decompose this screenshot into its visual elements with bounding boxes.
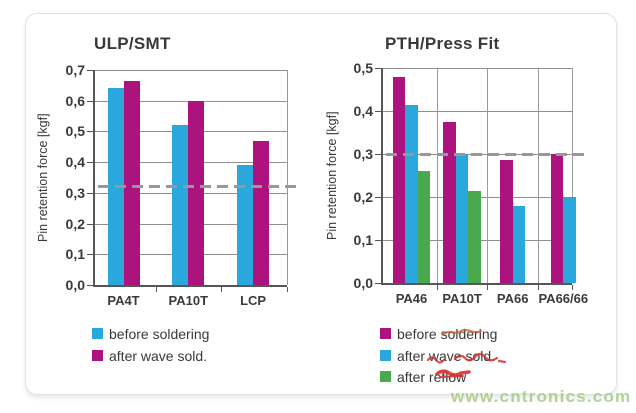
gridline-vertical: [436, 68, 438, 283]
x-axis-tick: [572, 285, 573, 290]
y-axis-tick: [375, 111, 381, 112]
reference-dashed-line: [98, 185, 300, 189]
x-axis-line: [381, 283, 572, 285]
y-axis-tick: [87, 100, 93, 102]
legend-swatch-green: [380, 371, 391, 382]
bar-PA46-after-reflow: [417, 171, 431, 283]
x-axis-tick: [220, 287, 222, 292]
y-tick-label: 0,0: [353, 275, 373, 291]
chart-title: PTH/Press Fit: [385, 34, 500, 53]
legend-swatch-magenta: [380, 328, 391, 339]
x-category-label: PA4T: [107, 293, 140, 308]
legend-swatch-blue: [380, 349, 391, 361]
x-axis-tick: [287, 287, 288, 292]
x-axis-line: [93, 285, 287, 287]
y-axis-tick: [375, 240, 381, 241]
bar-PA46-after-wave-sold-: [405, 104, 418, 283]
bar-PA10T-after-wave-sold-: [188, 100, 205, 285]
y-axis-tick: [375, 197, 381, 198]
y-axis-tick: [375, 68, 381, 69]
gridline-vertical: [487, 68, 489, 283]
y-tick-label: 0,7: [65, 62, 85, 78]
legend-label: before soldering: [397, 326, 498, 342]
x-axis-tick: [487, 285, 489, 290]
gridline-vertical: [538, 68, 539, 283]
reference-dashed-line: [386, 152, 585, 156]
watermark: www.cntronics.com: [451, 387, 632, 406]
y-tick-label: 0,6: [65, 92, 85, 109]
plot-right-border: [572, 68, 573, 283]
y-tick-label: 0,2: [353, 189, 373, 205]
bar-LCP-before-soldering: [237, 165, 254, 285]
y-tick-label: 0,4: [353, 103, 373, 119]
x-category-label: PA10T: [442, 291, 482, 306]
x-axis-tick: [538, 285, 539, 290]
bar-PA10T-before-soldering: [443, 121, 456, 283]
x-category-label: PA10T: [168, 293, 209, 308]
y-tick-label: 0,2: [65, 215, 85, 232]
y-axis-line: [93, 70, 95, 287]
x-axis-tick: [436, 285, 438, 290]
y-tick-label: 0,5: [65, 123, 85, 140]
y-axis-tick: [87, 223, 93, 225]
legend-label: after wave sold.: [109, 347, 208, 364]
red-scribble-soldering-icon: [441, 328, 483, 337]
y-axis-tick: [87, 254, 93, 256]
bar-PA66-after-wave-sold-: [512, 205, 526, 283]
bar-PA10T-after-reflow: [468, 190, 481, 283]
bar-LCP-after-wave-sold-: [253, 140, 270, 285]
bar-PA66/66-before-soldering: [550, 154, 564, 283]
gridline-horizontal: [383, 68, 572, 69]
gridline-horizontal: [95, 70, 287, 71]
y-axis-tick: [87, 162, 93, 164]
y-axis-line: [381, 68, 383, 285]
y-tick-label: 0,3: [65, 184, 85, 201]
y-tick-label: 0,3: [353, 146, 373, 162]
x-category-label: PA46: [395, 291, 428, 306]
legend-label: before soldering: [109, 326, 210, 342]
bar-PA4T-after-wave-sold-: [123, 80, 140, 285]
bar-PA66/66-after-wave-sold-: [563, 197, 576, 283]
red-scribble-wave-sold-icon: [426, 352, 507, 364]
x-axis-tick: [155, 287, 157, 292]
y-axis-tick: [375, 283, 381, 284]
y-tick-label: 0,5: [353, 60, 373, 76]
bar-PA10T-before-soldering: [172, 125, 189, 285]
y-tick-label: 0,1: [353, 232, 373, 248]
y-axis-tick: [87, 192, 93, 194]
y-axis-label: Pin retention force [kgf]: [325, 111, 339, 240]
gridline-horizontal: [383, 111, 572, 112]
y-axis-tick: [375, 154, 381, 155]
y-tick-label: 0,1: [65, 246, 85, 263]
bar-PA10T-after-wave-sold-: [455, 154, 469, 283]
y-axis-tick: [87, 70, 93, 71]
y-tick-label: 0,4: [65, 154, 85, 171]
y-tick-label: 0,0: [65, 277, 85, 293]
x-category-label: LCP: [240, 293, 267, 308]
legend-swatch-blue: [92, 328, 103, 339]
red-scribble-reflow-icon: [435, 369, 471, 378]
plot-right-border: [287, 70, 288, 285]
bar-PA46-before-soldering: [392, 76, 406, 283]
y-axis-tick: [87, 131, 93, 133]
x-category-label: PA66/66: [538, 291, 589, 306]
bar-PA66-before-soldering: [500, 160, 513, 283]
legend-swatch-magenta: [92, 349, 103, 361]
y-axis-tick: [87, 285, 93, 286]
chart-title: ULP/SMT: [94, 34, 171, 53]
x-category-label: PA66: [496, 291, 529, 306]
